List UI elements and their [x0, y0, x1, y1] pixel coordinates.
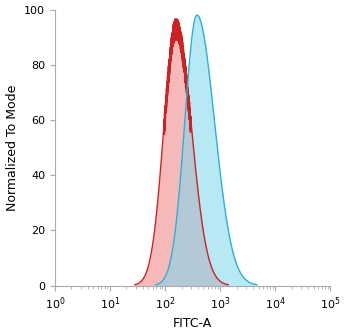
X-axis label: FITC-A: FITC-A	[173, 318, 212, 330]
Y-axis label: Normalized To Mode: Normalized To Mode	[6, 84, 19, 211]
